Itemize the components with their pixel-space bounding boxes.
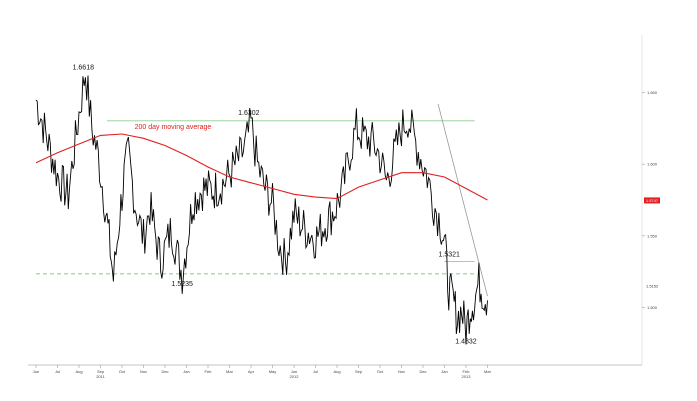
x-tick-label: Dec xyxy=(161,369,168,374)
annotations: 1.6618 1.6302 1.5235 1.5321 1.4832 200 day mo… xyxy=(73,64,477,345)
y-tick-label: 1.500 xyxy=(647,305,658,310)
x-tick-label: Sep xyxy=(355,369,363,374)
x-tick-label: Feb xyxy=(205,369,213,374)
x-tick-label: Mar xyxy=(484,369,492,374)
x-tick-label: Jun xyxy=(291,369,297,374)
year-label: 2012 xyxy=(290,374,300,379)
x-tick-label: Oct xyxy=(377,369,384,374)
x-tick-label: Jan xyxy=(183,369,189,374)
x-tick-label: Sep xyxy=(97,369,105,374)
annotation-2: 1.5235 xyxy=(171,281,193,288)
x-tick-label: Mar xyxy=(226,369,234,374)
x-tick-label: Jul xyxy=(55,369,60,374)
x-tick-label: Feb xyxy=(463,369,471,374)
y-tick-label: 1.650 xyxy=(647,90,658,95)
x-tick-label: May xyxy=(269,369,277,374)
axes: Jun Jul Aug Sep Oct Nov Dec Jan Feb Mar Apr May Jun J… xyxy=(28,35,660,379)
annotation-5: 200 day moving average xyxy=(135,124,212,131)
year-label: 2013 xyxy=(462,374,472,379)
y-tick-label: 1.550 xyxy=(647,233,658,238)
x-tick-label: Nov xyxy=(398,369,405,374)
x-tick-label: Aug xyxy=(333,369,340,374)
x-tick-label: Jun xyxy=(33,369,39,374)
x-tick-label: Aug xyxy=(75,369,82,374)
annotation-0: 1.6618 xyxy=(73,64,95,71)
x-tick-label: Jan xyxy=(441,369,447,374)
price-line xyxy=(35,75,488,345)
year-label: 2011 xyxy=(96,374,105,379)
x-tick-label: Oct xyxy=(119,369,126,374)
moving-average-line xyxy=(35,133,488,201)
annotation-4: 1.4832 xyxy=(455,339,477,346)
x-tick-label: Apr xyxy=(248,369,255,374)
reference-lines xyxy=(36,103,488,297)
price-tag-label: 1.5747 xyxy=(646,198,659,203)
price-tag-box xyxy=(644,197,660,204)
current-price-label: 1.5152 xyxy=(646,283,659,288)
trend-line xyxy=(437,103,488,297)
annotation-3: 1.5321 xyxy=(439,252,461,259)
x-tick-label: Nov xyxy=(140,369,147,374)
y-tick-label: 1.600 xyxy=(647,162,658,167)
x-tick-label: Dec xyxy=(419,369,426,374)
x-tick-label: Jul xyxy=(313,369,318,374)
annotation-1: 1.6302 xyxy=(238,110,260,117)
series-lines xyxy=(35,75,488,345)
